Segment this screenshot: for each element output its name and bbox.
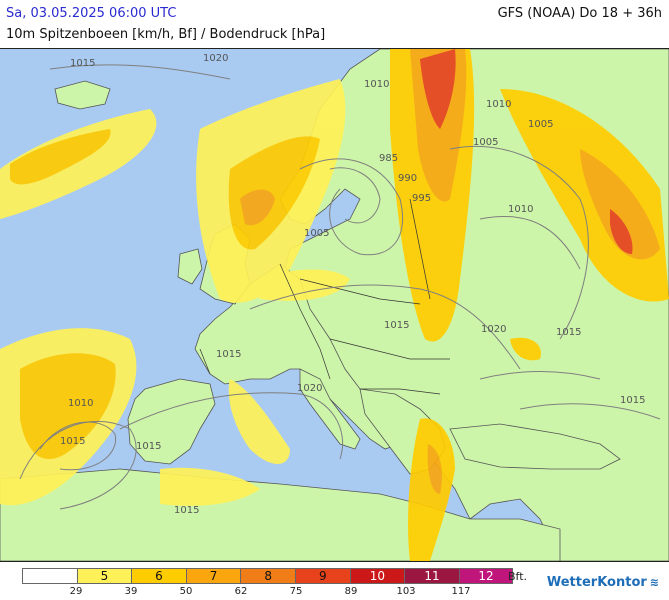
pressure-label: 1010 [68, 398, 93, 409]
legend-cell [22, 568, 77, 584]
wind-icon: ≋ [649, 576, 659, 589]
legend-kmh-tick: 117 [451, 586, 471, 597]
datetime-label: Sa, 03.05.2025 06:00 UTC [6, 6, 177, 21]
borders [199, 198, 450, 395]
header: Sa, 03.05.2025 06:00 UTC 10m Spitzenboee… [0, 0, 669, 48]
legend-cell: 10 [349, 568, 405, 584]
pressure-label: 1005 [304, 228, 329, 239]
pressure-label: 1020 [481, 324, 506, 335]
pressure-label: 1015 [70, 58, 95, 69]
pressure-label: 1015 [620, 395, 645, 406]
pressure-label: 990 [398, 173, 417, 184]
pressure-label: 1010 [364, 79, 389, 90]
legend-cell: 5 [76, 568, 132, 584]
weather-map: 1015 1020 1010 985 990 995 1005 1010 100… [0, 48, 669, 562]
italy [299, 368, 361, 450]
pressure-label: 1020 [297, 383, 322, 394]
pressure-label: 1005 [473, 137, 498, 148]
pressure-label-group: 1015 1020 1010 985 990 995 1005 1010 100… [60, 53, 645, 516]
pressure-label: 1015 [136, 441, 161, 452]
gust-legend: 5 6 7 8 9 10 11 12 [22, 568, 514, 584]
pressure-label: 1015 [216, 349, 241, 360]
chart-title: 10m Spitzenboeen [km/h, Bf] / Bodendruck… [6, 27, 326, 42]
model-run-label: GFS (NOAA) Do 18 + 36h [497, 6, 662, 21]
legend-cell: 12 [458, 568, 514, 584]
pressure-label: 1020 [203, 53, 228, 64]
brand-logo[interactable]: WetterKontor ≋ [547, 575, 659, 590]
pressure-label: 1010 [486, 99, 511, 110]
legend-cell: 7 [185, 568, 241, 584]
legend-kmh-tick: 89 [344, 586, 358, 597]
iceland [54, 80, 111, 110]
legend-cell: 9 [294, 568, 350, 584]
legend-kmh-tick: 103 [396, 586, 416, 597]
legend-kmh-tick: 29 [69, 586, 83, 597]
legend-kmh-tick: 62 [234, 586, 248, 597]
legend-kmh-tick: 39 [124, 586, 138, 597]
pressure-label: 1015 [60, 436, 85, 447]
legend-unit-bft: Bft. [508, 570, 528, 583]
legend-cell: 11 [404, 568, 459, 584]
pressure-label: 995 [412, 193, 431, 204]
central-europe [194, 263, 401, 450]
turkey [449, 423, 621, 470]
pressure-label: 1015 [556, 327, 581, 338]
isobars [19, 64, 661, 510]
legend-kmh-tick: 75 [289, 586, 303, 597]
pressure-label: 1010 [508, 204, 533, 215]
ireland [177, 248, 203, 285]
gust-shading [0, 49, 669, 561]
pressure-label: 985 [379, 153, 398, 164]
legend-cell: 8 [240, 568, 295, 584]
legend-kmh-tick: 50 [179, 586, 193, 597]
pressure-label: 1005 [528, 119, 553, 130]
iberia [127, 378, 216, 465]
map-canvas: 1015 1020 1010 985 990 995 1005 1010 100… [0, 49, 669, 561]
legend-cell: 6 [131, 568, 186, 584]
brand-name: WetterKontor [546, 575, 647, 590]
pressure-label: 1015 [384, 320, 409, 331]
pressure-label: 1015 [174, 505, 199, 516]
